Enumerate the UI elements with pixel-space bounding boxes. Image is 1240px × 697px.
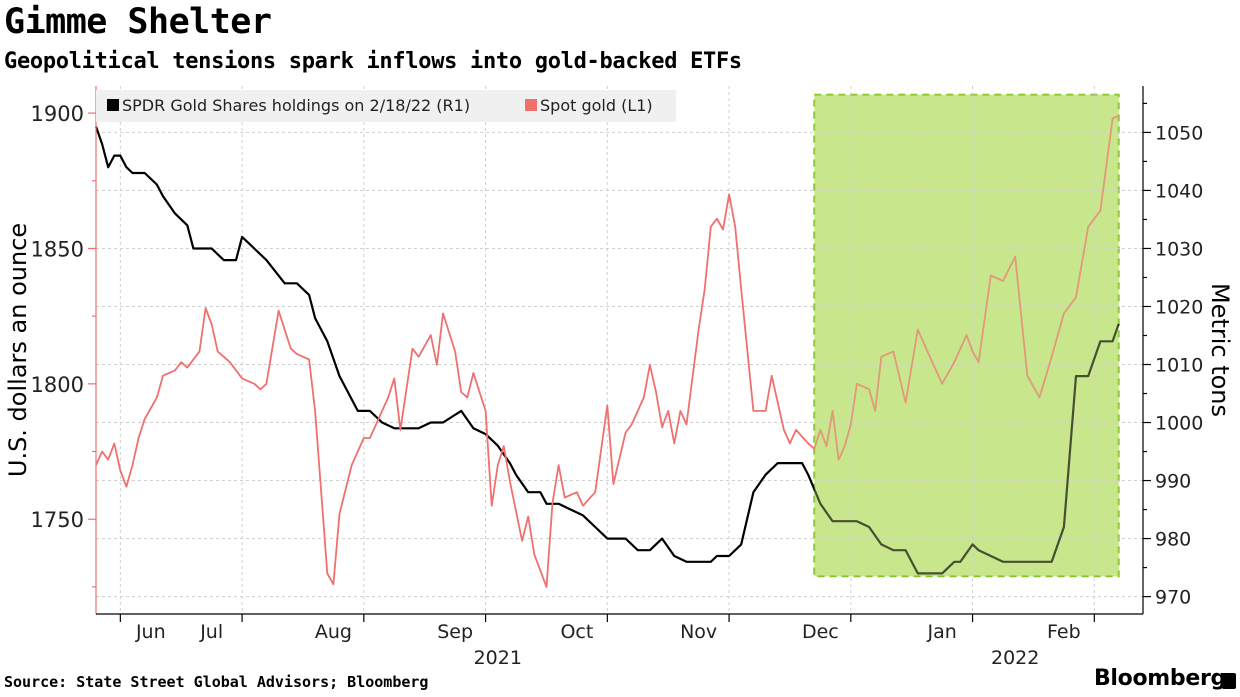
series-line-spot-gold (95, 114, 1120, 588)
right-tick-label: 970 (1155, 587, 1191, 609)
x-tick-label-jun: Jun (135, 621, 166, 643)
source-note: Source: State Street Global Advisors; Bl… (4, 673, 429, 691)
x-tick-label-sep: Sep (437, 621, 473, 643)
x-tick-label-jan: Jan (926, 621, 956, 643)
x-tick-label-jul: Jul (199, 621, 223, 643)
right-axis-label: Metric tons (1206, 283, 1234, 417)
left-tick-label: 1900 (31, 102, 84, 126)
chart-subtitle: Geopolitical tensions spark inflows into… (4, 49, 742, 74)
left-tick-label: 1800 (31, 373, 84, 397)
series-line-spdr-holdings (94, 126, 1120, 575)
x-tick-label-oct: Oct (560, 621, 593, 643)
right-tick-label: 980 (1155, 529, 1191, 551)
x-tick-label-nov: Nov (680, 621, 717, 643)
legend-label-spdr: SPDR Gold Shares holdings on 2/18/22 (R1… (122, 96, 470, 115)
chart-title: Gimme Shelter (4, 2, 272, 42)
bloomberg-logo: Bloomberg (1093, 666, 1226, 691)
right-tick-label: 1000 (1155, 413, 1203, 435)
right-tick-label: 1030 (1155, 238, 1203, 260)
right-tick-label: 1040 (1155, 180, 1203, 202)
left-tick-label: 1850 (31, 237, 84, 261)
year-label-2022: 2022 (991, 647, 1039, 669)
right-tick-label: 1010 (1155, 355, 1203, 377)
x-tick-label-aug: Aug (315, 621, 352, 643)
right-tick-label: 990 (1155, 471, 1191, 493)
legend-swatch-gold (525, 99, 537, 111)
left-axis-label: U.S. dollars an ounce (4, 223, 32, 477)
bloomberg-terminal-icon (1222, 673, 1236, 689)
right-tick-label: 1020 (1155, 296, 1203, 318)
left-tick-label: 1750 (31, 508, 84, 532)
x-tick-label-feb: Feb (1047, 621, 1081, 643)
right-tick-label: 1050 (1155, 122, 1203, 144)
highlight-tint (814, 94, 1119, 577)
year-label-2021: 2021 (474, 647, 522, 669)
legend-box (96, 90, 676, 122)
legend-swatch-spdr (107, 99, 119, 111)
x-tick-label-dec: Dec (802, 621, 839, 643)
legend-label-gold: Spot gold (L1) (540, 96, 653, 115)
